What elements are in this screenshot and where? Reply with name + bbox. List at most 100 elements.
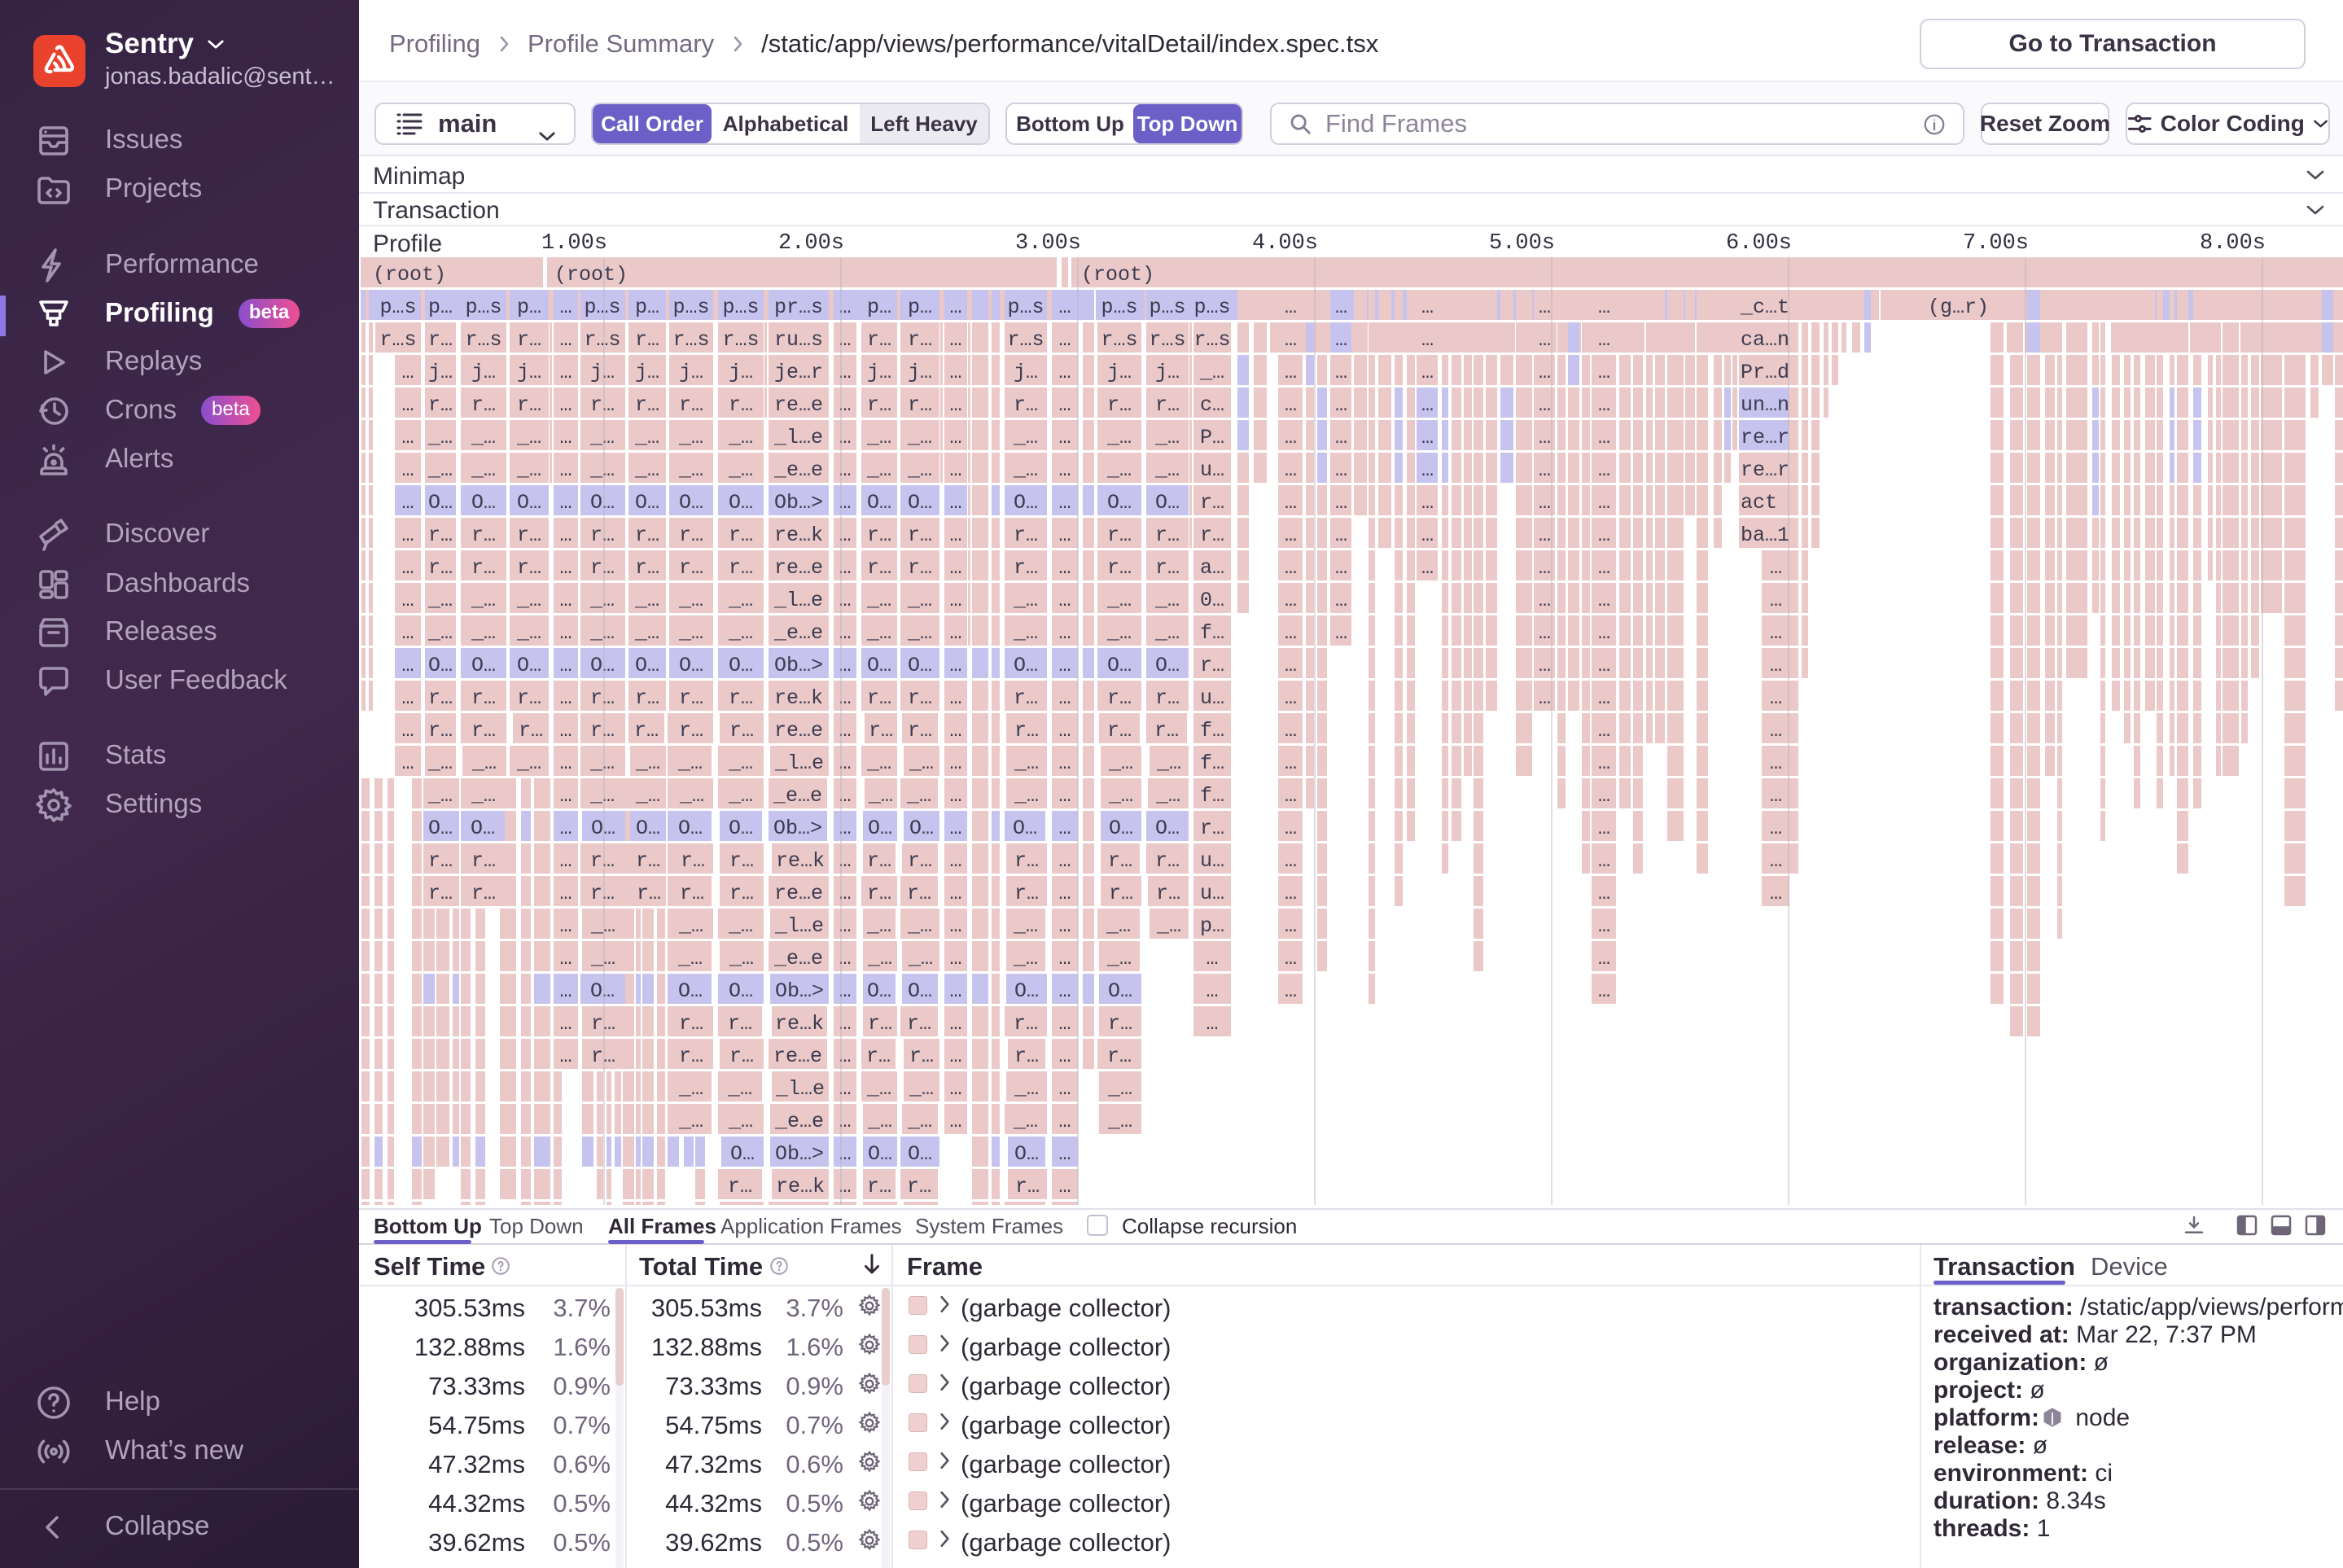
svg-text:r…: r… <box>908 686 932 710</box>
svg-text:r…s: r…s <box>584 328 620 352</box>
svg-text:_…: _… <box>678 589 703 612</box>
svg-text:…: … <box>839 1012 851 1036</box>
svg-text:O…: O… <box>678 817 703 840</box>
svg-text:f…: f… <box>1200 719 1224 742</box>
svg-text:p…: p… <box>428 296 453 319</box>
svg-text:r…: r… <box>1108 1012 1132 1036</box>
svg-text:_…: _… <box>678 914 703 938</box>
svg-text:r…: r… <box>1156 882 1180 905</box>
svg-text:…: … <box>839 1142 851 1166</box>
svg-text:…: … <box>839 458 851 482</box>
svg-text:_…: _… <box>1154 621 1180 645</box>
svg-text:O…: O… <box>1155 654 1180 677</box>
svg-text:r…: r… <box>517 393 541 417</box>
svg-text:r…: r… <box>679 393 703 417</box>
svg-text:r…: r… <box>1014 849 1039 873</box>
svg-text:…: … <box>1206 979 1218 1003</box>
svg-text:…: … <box>1539 621 1551 645</box>
svg-text:_…: _… <box>728 589 753 612</box>
svg-text:_…: _… <box>908 947 933 970</box>
svg-text:O…: O… <box>590 491 615 515</box>
svg-text:r…: r… <box>867 523 891 547</box>
svg-text:…: … <box>839 589 851 612</box>
svg-text:_…: _… <box>1013 589 1038 612</box>
svg-text:…: … <box>559 784 572 808</box>
svg-text:O…: O… <box>908 654 932 677</box>
svg-text:r…: r… <box>1155 849 1180 873</box>
svg-text:r…: r… <box>590 849 615 873</box>
svg-text:un…n: un…n <box>1741 393 1789 417</box>
svg-text:…: … <box>1058 882 1071 905</box>
svg-text:_…: _… <box>516 751 541 775</box>
svg-text:p…s: p…s <box>722 296 759 319</box>
svg-text:…: … <box>401 621 414 645</box>
svg-text:…: … <box>1598 361 1610 384</box>
svg-text:…: … <box>1598 784 1610 808</box>
svg-text:…: … <box>1770 589 1782 612</box>
svg-text:r…: r… <box>471 882 496 905</box>
svg-text:je…r: je…r <box>774 361 823 384</box>
svg-text:r…: r… <box>1014 556 1038 580</box>
svg-text:r…: r… <box>868 1012 892 1036</box>
svg-text:r…: r… <box>1107 686 1132 710</box>
svg-text:_…: _… <box>866 458 891 482</box>
svg-text:…: … <box>839 686 851 710</box>
svg-text:_…: _… <box>866 589 891 612</box>
svg-text:O…: O… <box>1107 654 1132 677</box>
svg-text:…: … <box>949 1077 961 1101</box>
svg-text:r…: r… <box>729 882 754 905</box>
svg-text:…: … <box>559 523 572 547</box>
svg-text:r…: r… <box>679 523 703 547</box>
svg-text:r…: r… <box>635 556 659 580</box>
svg-text:_…: _… <box>1107 1110 1132 1133</box>
svg-text:r…: r… <box>679 1012 703 1036</box>
svg-text:_…: _… <box>427 589 453 612</box>
svg-text:r…: r… <box>909 1045 934 1068</box>
svg-text:p…s: p…s <box>379 296 416 319</box>
svg-text:…: … <box>1335 556 1347 580</box>
svg-text:_…: _… <box>1156 914 1181 938</box>
svg-text:r…: r… <box>908 849 932 873</box>
svg-text:O…: O… <box>1108 979 1132 1003</box>
svg-text:_…: _… <box>728 458 753 482</box>
svg-text:r…: r… <box>907 1175 931 1198</box>
svg-text:re…k: re…k <box>774 523 823 547</box>
svg-text:…: … <box>949 654 961 677</box>
svg-text:…: … <box>1058 1077 1071 1101</box>
svg-text:_…: _… <box>909 1077 934 1101</box>
svg-text:…: … <box>1770 751 1782 775</box>
svg-text:re…e: re…e <box>774 393 823 417</box>
svg-text:_…: _… <box>1154 458 1180 482</box>
svg-text:j…: j… <box>679 361 703 384</box>
svg-text:…: … <box>1058 328 1071 352</box>
svg-text:O…: O… <box>678 979 703 1003</box>
svg-text:r…: r… <box>517 328 541 352</box>
svg-text:…: … <box>1058 621 1071 645</box>
svg-text:…: … <box>1058 979 1071 1003</box>
svg-text:…: … <box>839 882 851 905</box>
svg-text:…: … <box>1058 686 1071 710</box>
svg-text:…: … <box>1421 393 1434 417</box>
svg-text:…: … <box>949 589 961 612</box>
svg-text:…: … <box>559 751 572 775</box>
svg-text:(root): (root) <box>373 263 446 287</box>
svg-text:O…: O… <box>591 817 615 840</box>
svg-text:act: act <box>1741 491 1777 515</box>
svg-text:…: … <box>1598 393 1610 417</box>
svg-text:r…: r… <box>867 393 891 417</box>
svg-text:_l…e: _l…e <box>773 589 823 612</box>
svg-text:…: … <box>1058 556 1071 580</box>
svg-text:_…: _… <box>1013 947 1038 970</box>
svg-text:…: … <box>1770 882 1782 905</box>
svg-text:…: … <box>1058 849 1071 873</box>
svg-text:r…: r… <box>590 719 615 742</box>
svg-text:re…e: re…e <box>773 1045 822 1068</box>
svg-text:…: … <box>1770 621 1782 645</box>
svg-text:…: … <box>401 458 414 482</box>
svg-text:…: … <box>1421 361 1434 384</box>
svg-text:r…: r… <box>680 882 704 905</box>
svg-text:_…: _… <box>907 458 932 482</box>
svg-text:p…: p… <box>867 296 891 319</box>
svg-text:r…: r… <box>1014 523 1038 547</box>
svg-text:p…: p… <box>635 296 659 319</box>
